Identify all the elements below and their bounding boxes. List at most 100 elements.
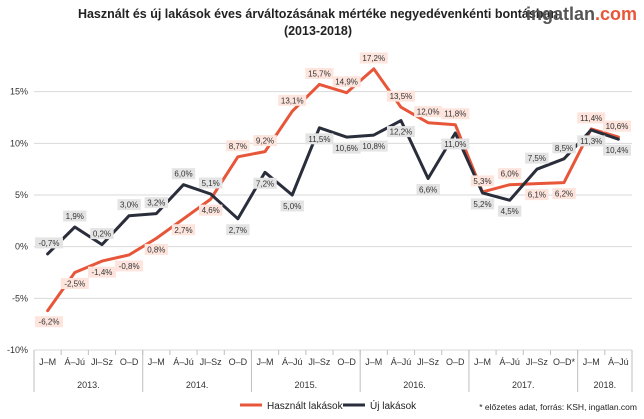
data-label-used-bg	[253, 135, 277, 147]
chart-title-line-1: Használt és új lakások éves árváltozásán…	[78, 7, 558, 21]
data-label-used: 14,9%	[335, 78, 358, 87]
data-label-used-bg	[603, 120, 631, 132]
data-label-new: 5,0%	[283, 202, 301, 211]
data-label-new: 6,6%	[419, 185, 437, 194]
data-label-new-bg	[117, 199, 141, 211]
brand-logo: ingatlan.com	[526, 4, 637, 24]
data-label-new: 10,8%	[362, 142, 385, 151]
data-label-used-bg	[414, 106, 443, 118]
x-tick-label: O–D	[446, 357, 465, 367]
x-tick-label: Jl–Sz	[200, 357, 223, 367]
x-tick-label: J–M	[148, 357, 165, 367]
data-label-used-bg	[226, 140, 250, 152]
data-label-used: 2,7%	[174, 226, 192, 235]
data-label-new: 5,1%	[202, 179, 220, 188]
x-tick-label: Á–Jú	[65, 357, 86, 367]
data-label-used: -0,8%	[119, 262, 140, 271]
legend-label-used: Használt lakások	[267, 401, 344, 412]
data-label-used: 15,7%	[308, 69, 331, 78]
data-label-new: 3,2%	[147, 199, 165, 208]
x-tick-label: O–D*	[553, 357, 576, 367]
data-label-new: 12,2%	[390, 128, 413, 137]
data-label-used-bg	[278, 94, 307, 106]
data-label-used: 6,2%	[555, 190, 573, 199]
data-label-new: 10,6%	[335, 144, 358, 153]
series-line-new	[46, 119, 620, 256]
data-label-new-bg	[359, 140, 388, 152]
data-label-used-bg	[441, 108, 470, 120]
year-label: 2017.	[512, 380, 535, 390]
x-tick-label: Jl–Sz	[417, 357, 440, 367]
year-label: 2013.	[77, 380, 100, 390]
data-label-used: 5,3%	[473, 177, 491, 186]
data-label-new-bg	[577, 135, 606, 147]
data-label-used-bg	[497, 168, 522, 180]
data-label-new: 10,4%	[606, 146, 629, 155]
data-label-new-bg	[441, 138, 470, 150]
data-label-new-bg	[144, 197, 169, 209]
x-tick-label: J–M	[474, 357, 491, 367]
data-label-new: 1,9%	[66, 212, 84, 221]
data-label-used-bg	[470, 175, 495, 187]
data-label-new-bg	[332, 142, 361, 154]
data-label-new-bg	[171, 168, 196, 180]
x-tick-label: Jl–Sz	[91, 357, 114, 367]
data-label-used: 17,2%	[362, 54, 385, 63]
data-label-used: 12,0%	[417, 108, 440, 117]
x-tick-label: Jl–Sz	[308, 357, 331, 367]
data-label-new: 2,7%	[229, 226, 247, 235]
data-label-used: 9,2%	[256, 137, 274, 146]
x-tick-label: O–D	[337, 357, 356, 367]
year-label: 2018.	[594, 380, 617, 390]
y-tick-label: -5%	[12, 293, 28, 303]
data-label-used-bg	[305, 67, 334, 79]
data-label-used: 6,0%	[501, 170, 519, 179]
source-note: * előzetes adat, forrás: KSH, ingatlan.c…	[479, 402, 637, 412]
x-tick-label: Á–Jú	[282, 357, 303, 367]
data-label-new-bg	[280, 200, 304, 212]
y-tick-label: 0%	[15, 242, 28, 252]
data-label-used-bg	[552, 188, 576, 200]
data-label-new-bg	[305, 133, 334, 145]
y-tick-label: 5%	[15, 190, 28, 200]
data-label-used: -1,4%	[92, 268, 113, 277]
y-tick-label: 10%	[10, 138, 28, 148]
data-label-used-bg	[577, 112, 606, 124]
data-label-used-bg	[35, 316, 63, 328]
year-label: 2016.	[403, 380, 426, 390]
data-label-new-bg	[470, 198, 495, 210]
data-label-used-bg	[332, 76, 361, 88]
data-label-new: 7,2%	[256, 179, 274, 188]
data-label-used-bg	[386, 90, 415, 102]
data-label-new-bg	[90, 228, 114, 240]
data-label-new: 8,5%	[555, 144, 573, 153]
brand-logo-base: ingatlan	[526, 4, 595, 24]
data-label-new: 11,3%	[580, 137, 602, 146]
data-label-used-bg	[60, 278, 89, 289]
data-label-new-bg	[497, 205, 522, 217]
data-label-new-bg	[416, 183, 440, 195]
data-label-used-bg	[198, 204, 223, 216]
data-label-new: 0,2%	[93, 230, 111, 239]
data-label-used: -6,2%	[39, 318, 60, 327]
legend: Használt lakások Új lakások	[240, 399, 417, 412]
chart-title-line-2: (2013-2018)	[284, 24, 352, 38]
y-tick-label: -10%	[7, 345, 28, 355]
data-label-new-bg	[63, 210, 87, 222]
data-label-used-bg	[171, 224, 196, 236]
data-label-used: 13,1%	[281, 96, 304, 105]
x-tick-label: O–D	[120, 357, 139, 367]
data-label-new-bg	[525, 152, 549, 164]
data-label-used: 11,4%	[580, 114, 602, 123]
x-tick-label: Á–Jú	[173, 357, 194, 367]
data-label-new-bg	[198, 177, 223, 189]
x-tick-label: Á–Jú	[391, 357, 412, 367]
plot-area: -10% -5% 0% 5% 10% 15% J–M Á–Jú Jl–Sz O–D J–M Á–Jú J…	[7, 52, 633, 392]
x-tick-label: Á–Jú	[608, 357, 629, 367]
data-label-used: 10,6%	[606, 122, 629, 131]
data-label-new: 4,5%	[501, 207, 519, 216]
data-label-new-bg	[226, 224, 250, 236]
x-tick-label: J–M	[583, 357, 600, 367]
svg-text:ingatlan.com: ingatlan.com	[526, 4, 637, 24]
